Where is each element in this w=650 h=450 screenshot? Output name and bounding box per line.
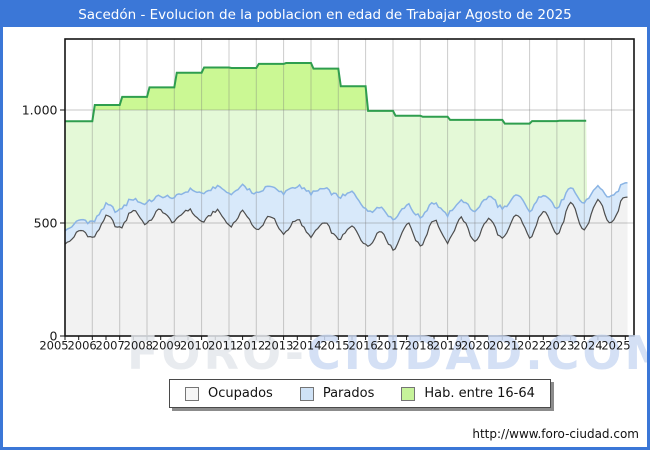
x-axis-label: 2012 (236, 339, 265, 353)
x-axis-label: 2009 (152, 339, 181, 353)
x-axis-label: 2019 (433, 339, 462, 353)
x-axis-label: 2006 (67, 339, 96, 353)
foro-ciudad-watermark: FORO-CIUDAD.COM (127, 326, 647, 380)
x-axis-label: 2010 (180, 339, 209, 353)
x-axis-label: 2011 (208, 339, 237, 353)
chart-legend: Ocupados Parados Hab. entre 16-64 (169, 379, 551, 408)
x-axis-label: 2023 (545, 339, 574, 353)
hab-16-64-swatch-icon (401, 386, 416, 401)
x-axis-label: 2007 (96, 339, 125, 353)
legend-label-hab-16-64: Hab. entre 16-64 (424, 386, 535, 401)
ocupados-area (65, 197, 628, 336)
population-chart: FORO-CIUDAD.COM2005200620072008200920102… (22, 38, 647, 380)
x-axis-label: 2018 (405, 339, 434, 353)
legend-label-parados: Parados (322, 386, 375, 401)
chart-title-bar: Sacedón - Evolucion de la poblacion en e… (3, 3, 647, 27)
x-axis-label: 2022 (517, 339, 546, 353)
ocupados-line (64, 196, 628, 252)
x-axis-label: 2016 (348, 339, 377, 353)
parados-swatch-icon (299, 386, 314, 401)
chart-title: Sacedón - Evolucion de la poblacion en e… (78, 7, 572, 23)
x-axis-label: 2020 (461, 339, 490, 353)
x-axis-label: 2017 (377, 339, 406, 353)
source-url-text: http://www.foro-ciudad.com (472, 427, 639, 441)
x-axis-label: 2008 (124, 339, 153, 353)
plot-border (64, 38, 635, 337)
y-axis-label: 0 (50, 329, 58, 344)
parados-line (64, 181, 628, 232)
hab-16-64-area-dark (94, 63, 369, 110)
x-axis-label: 2024 (573, 339, 602, 353)
x-axis-label: 2013 (264, 339, 293, 353)
x-axis-label: 2025 (601, 339, 630, 353)
legend-item-parados: Parados (299, 386, 375, 401)
y-axis-label: 500 (34, 216, 58, 231)
ocupados-swatch-icon (185, 386, 199, 401)
hab-16-64-line (65, 62, 587, 125)
y-axis-label: 1.000 (22, 103, 58, 118)
legend-label-ocupados: Ocupados (208, 386, 273, 401)
x-axis-label: 2015 (320, 339, 349, 353)
legend-item-hab-16-64: Hab. entre 16-64 (401, 386, 535, 401)
x-axis-label: 2014 (292, 339, 321, 353)
x-axis-label: 2021 (489, 339, 518, 353)
x-axis-label: 2005 (39, 339, 68, 353)
legend-item-ocupados: Ocupados (185, 386, 273, 401)
